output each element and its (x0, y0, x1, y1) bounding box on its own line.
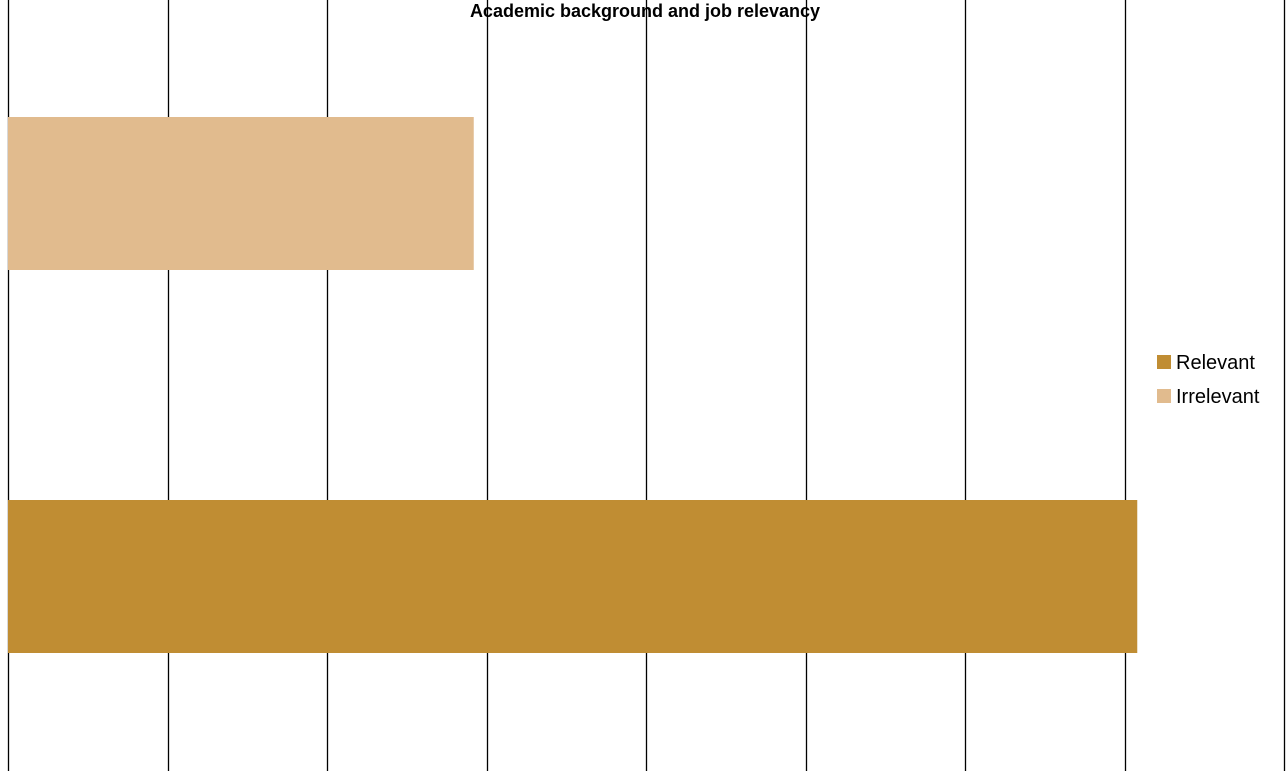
legend-label-irrelevant: Irrelevant (1176, 386, 1260, 408)
bars (8, 117, 1138, 653)
bar-irrelevant (8, 117, 474, 270)
legend-label-relevant: Relevant (1176, 352, 1255, 374)
legend-swatch-irrelevant (1157, 389, 1171, 403)
legend: Relevant Irrelevant (1157, 352, 1260, 408)
chart-title: Academic background and job relevancy (470, 1, 820, 21)
legend-swatch-relevant (1157, 355, 1171, 369)
bar-relevant (8, 500, 1138, 653)
gridlines (7, 0, 1286, 771)
